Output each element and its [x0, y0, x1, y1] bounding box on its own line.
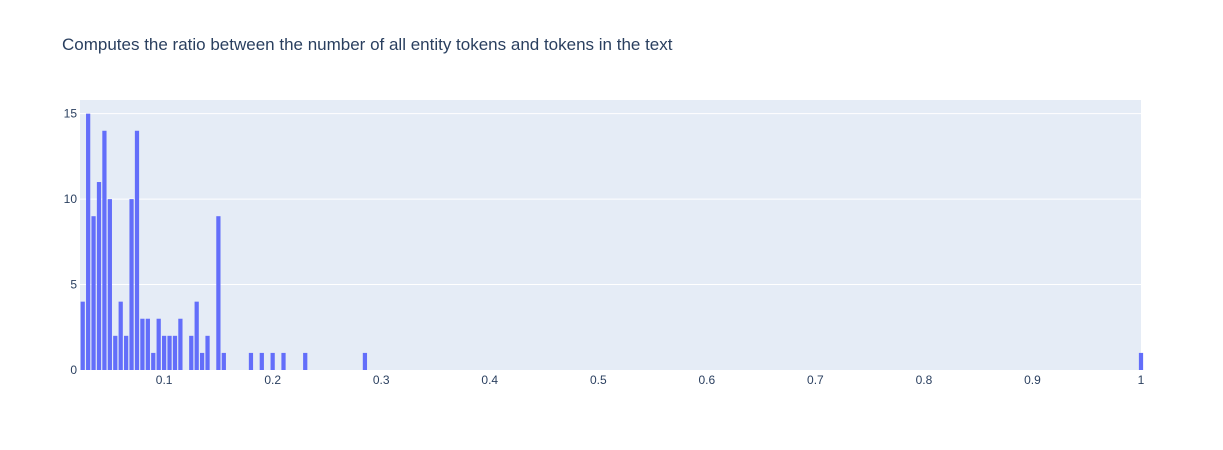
histogram-bar: [113, 335, 118, 370]
x-axis-ticks: 0.1 0.2 0.3 0.4 0.5 0.6 0.7 0.8 0.9 1: [156, 373, 1145, 387]
histogram-bar: [189, 335, 194, 370]
y-tick-label: 15: [64, 107, 78, 121]
histogram-bar: [270, 352, 275, 370]
x-tick-label: 0.7: [807, 373, 824, 387]
histogram-bar: [167, 335, 172, 370]
histogram-bar: [194, 301, 199, 370]
histogram-bar: [172, 335, 178, 370]
histogram-bar: [91, 216, 96, 370]
histogram-bar: [216, 216, 221, 370]
x-tick-label: 0.4: [481, 373, 498, 387]
histogram-bar: [362, 352, 368, 370]
y-tick-label: 0: [70, 363, 77, 377]
x-tick-label: 0.6: [698, 373, 715, 387]
y-axis-ticks: 0 5 10 15: [64, 107, 78, 377]
gridlines: [80, 113, 1141, 286]
chart-title: Computes the ratio between the number of…: [62, 35, 673, 54]
x-tick-label: 1: [1138, 373, 1145, 387]
plot-area: [80, 100, 1141, 370]
x-tick-label: 0.2: [264, 373, 281, 387]
histogram-bar: [145, 318, 150, 370]
histogram-bar: [86, 113, 91, 371]
histogram-bar: [205, 335, 210, 370]
bars: [80, 113, 1144, 371]
histogram-bar: [129, 199, 134, 370]
histogram-bar: [134, 130, 140, 370]
histogram-bar: [248, 352, 254, 370]
histogram-bar: [151, 352, 156, 370]
histogram-bar: [107, 199, 112, 370]
histogram-bar: [80, 301, 85, 370]
histogram-bar: [200, 352, 205, 370]
x-tick-label: 0.5: [590, 373, 607, 387]
x-tick-label: 0.9: [1024, 373, 1041, 387]
x-tick-label: 0.8: [916, 373, 933, 387]
histogram-bar: [156, 318, 161, 370]
histogram-bar: [118, 301, 123, 370]
x-tick-label: 0.1: [156, 373, 173, 387]
histogram-bar: [221, 352, 226, 370]
histogram-bar: [303, 352, 308, 370]
histogram-bar: [124, 335, 129, 370]
histogram-bar: [1138, 352, 1144, 370]
histogram-bar: [178, 318, 183, 370]
histogram-bar: [102, 130, 107, 370]
x-tick-label: 0.3: [373, 373, 390, 387]
histogram-bar: [281, 352, 286, 370]
y-tick-label: 10: [64, 192, 78, 206]
histogram-bar: [96, 182, 102, 370]
histogram-bar: [259, 352, 264, 370]
histogram-bar: [140, 318, 145, 370]
y-tick-label: 5: [70, 278, 77, 292]
histogram-bar: [162, 335, 167, 370]
